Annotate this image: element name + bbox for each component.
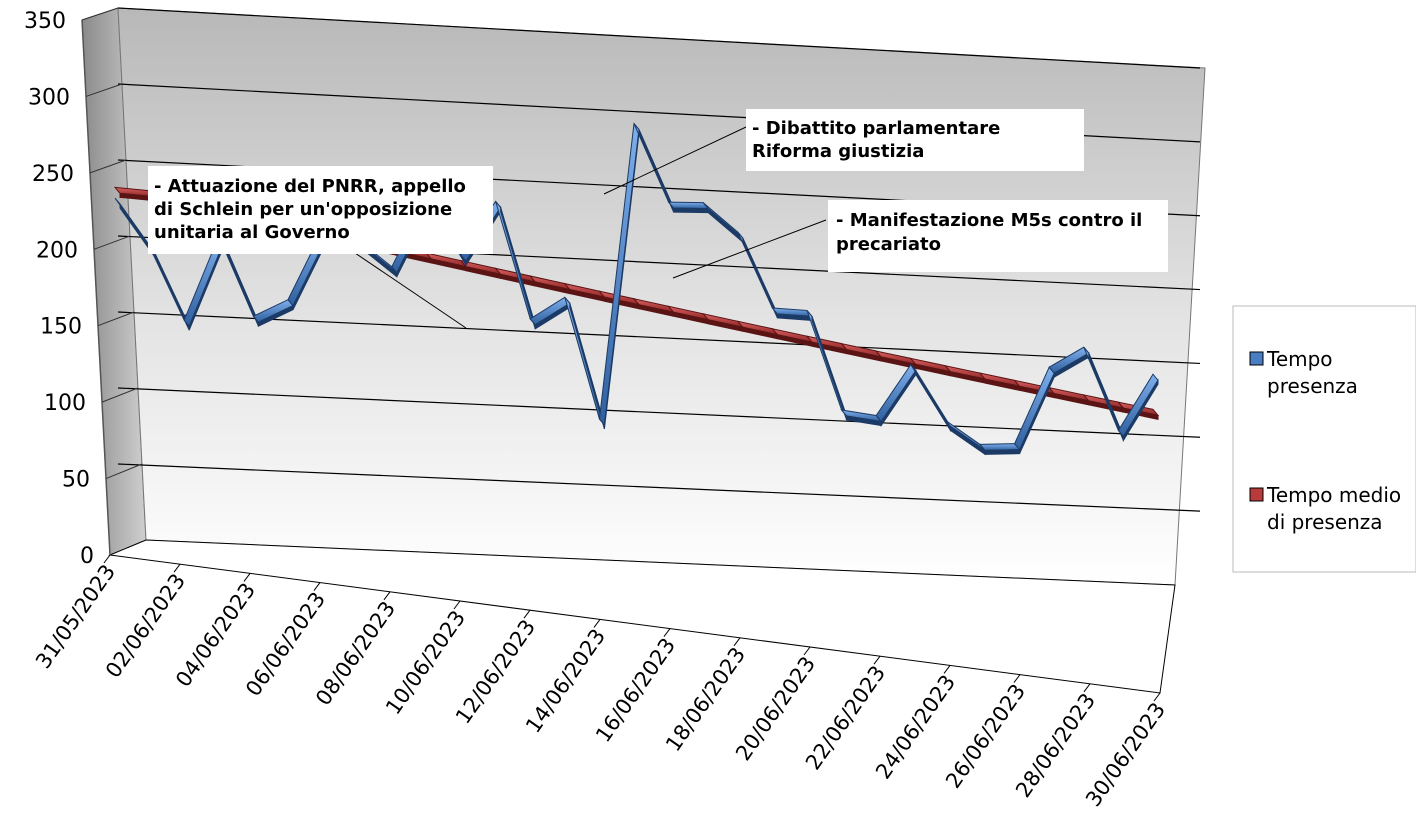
x-tick-mark — [243, 573, 251, 582]
series-tempo-medio — [113, 186, 1160, 420]
x-tick-label: 04/06/2023 — [171, 579, 260, 692]
back-wall — [117, 7, 1206, 586]
annotation-2-line-2: Riforma giustizia — [752, 141, 924, 162]
grid-line-side — [101, 387, 139, 403]
annotation-1-box — [148, 166, 493, 254]
x-tick-label: 08/06/2023 — [311, 597, 400, 710]
x-tick-mark — [593, 619, 601, 628]
x-tick-mark — [943, 665, 951, 674]
x-tick-label: 02/06/2023 — [101, 569, 190, 682]
annotation-3-line-2: precariato — [836, 234, 941, 255]
x-tick-label: 20/06/2023 — [731, 652, 820, 765]
x-tick-label: 22/06/2023 — [801, 661, 890, 774]
legend-box — [1232, 305, 1416, 573]
grid-line — [117, 387, 1201, 438]
annotation-3-line-1: - Manifestazione M5s contro il — [836, 210, 1142, 231]
y-tick-label: 50 — [62, 468, 90, 493]
annotation-1-line-1: - Attuazione del PNRR, appello — [154, 176, 466, 197]
legend: Tempo presenza Tempo medio di presenza — [1232, 305, 1416, 573]
legend-label-tempo-presenza-line-1: Tempo — [1266, 347, 1333, 371]
y-tick-label: 300 — [28, 85, 70, 110]
grid-line — [117, 463, 1201, 512]
x-tick-label: 24/06/2023 — [871, 671, 960, 784]
annotation-3-leader — [672, 219, 827, 279]
annotation-1-line-2: di Schlein per un'opposizione — [154, 199, 452, 220]
grid-line — [117, 311, 1201, 365]
y-tick-label: 0 — [80, 544, 94, 569]
x-tick-label: 18/06/2023 — [661, 643, 750, 756]
x-tick-label: 10/06/2023 — [381, 606, 470, 719]
annotation-2-leader — [603, 126, 747, 195]
annotation-1: - Attuazione del PNRR, appello di Schlei… — [148, 166, 493, 329]
grid-line-side — [97, 311, 135, 327]
grid-line-side — [105, 463, 143, 480]
annotation-1-leader — [354, 252, 467, 329]
x-tick-mark — [1083, 683, 1091, 693]
x-tick-label: 28/06/2023 — [1011, 689, 1100, 802]
y-tick-label: 250 — [32, 162, 74, 187]
x-tick-mark — [1013, 674, 1021, 683]
x-tick-mark — [173, 563, 181, 573]
y-tick-label: 200 — [36, 238, 78, 263]
y-tick-label: 150 — [40, 315, 82, 340]
x-tick-label: 06/06/2023 — [241, 588, 330, 701]
series-segment-front — [1122, 378, 1159, 443]
x-tick-label: 12/06/2023 — [451, 615, 540, 728]
x-tick-label: 26/06/2023 — [941, 680, 1030, 793]
x-tick-label: 14/06/2023 — [521, 625, 610, 738]
y-axis-line — [81, 19, 111, 556]
grid-line — [117, 7, 1201, 69]
x-tick-mark — [663, 628, 671, 637]
legend-swatch-tempo-medio — [1249, 487, 1264, 502]
x-tick-mark — [733, 637, 741, 647]
x-tick-mark — [383, 591, 391, 601]
x-tick-mark — [523, 609, 531, 619]
x-tick-mark — [1153, 692, 1161, 702]
x-tick-mark — [803, 646, 811, 656]
x-tick-label: 31/05/2023 — [31, 560, 120, 673]
x-tick-mark — [313, 582, 321, 591]
y-axis-ticks: 0 50 100 150 200 250 300 350 — [24, 9, 94, 569]
y-tick-label: 100 — [44, 391, 86, 416]
annotation-2: - Dibattito parlamentare Riforma giustiz… — [603, 109, 1084, 195]
y-tick-label: 350 — [24, 9, 66, 34]
x-tick-mark — [873, 655, 881, 665]
legend-label-tempo-medio-line-1: Tempo medio — [1266, 483, 1401, 507]
legend-label-tempo-presenza-line-2: presenza — [1267, 374, 1358, 398]
annotation-2-line-1: - Dibattito parlamentare — [752, 118, 1000, 139]
annotation-3: - Manifestazione M5s contro il precariat… — [672, 200, 1168, 279]
legend-label-tempo-medio-line-2: di presenza — [1267, 510, 1383, 534]
annotation-3-box — [828, 200, 1168, 272]
series-segment-front — [984, 449, 1021, 455]
legend-swatch-tempo-presenza — [1249, 351, 1264, 366]
x-tick-label: 16/06/2023 — [591, 634, 680, 747]
annotation-2-box — [746, 109, 1084, 171]
x-tick-label: 30/06/2023 — [1081, 698, 1170, 811]
grid-line-side — [85, 83, 123, 97]
annotation-1-line-3: unitaria al Governo — [154, 222, 350, 243]
x-tick-mark — [453, 600, 461, 610]
x-tick-mark — [103, 554, 111, 564]
grid-line-side — [89, 159, 127, 174]
series-segment-front — [673, 207, 709, 214]
grid-line-side — [93, 235, 131, 250]
grid-line-side — [81, 7, 119, 21]
